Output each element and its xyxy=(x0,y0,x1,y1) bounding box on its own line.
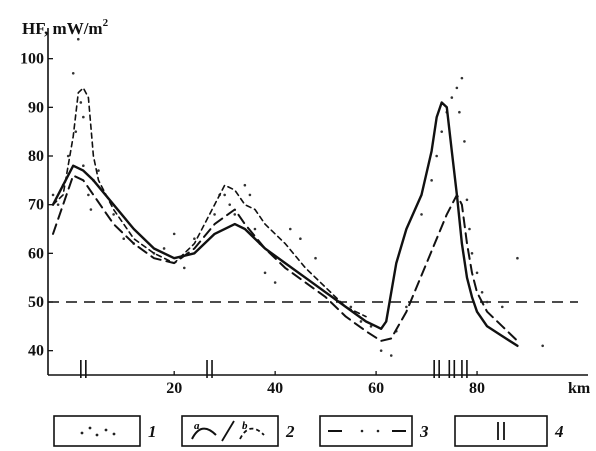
scatter-point xyxy=(97,169,100,172)
legend-box xyxy=(454,415,548,447)
legend: 1 a b 2 3 4 xyxy=(53,415,564,447)
legend-dot xyxy=(112,432,116,436)
legend-item-4: 4 xyxy=(454,415,564,447)
scatter-point xyxy=(475,271,479,275)
scatter-point xyxy=(349,305,353,309)
legend-dot xyxy=(104,428,108,432)
legend-dot xyxy=(80,431,84,435)
legend-dot xyxy=(360,429,364,433)
legend-item-3: 3 xyxy=(319,415,429,447)
legend-box xyxy=(181,415,279,447)
scatter-point xyxy=(299,237,302,241)
scatter-point xyxy=(485,300,489,304)
scatter-point xyxy=(233,213,237,216)
scatter-point xyxy=(51,193,55,197)
scatter-point xyxy=(82,164,85,168)
scatter-point xyxy=(248,193,252,197)
scatter-point xyxy=(463,140,466,143)
scatter-point xyxy=(500,305,504,309)
y-tick-label: 100 xyxy=(20,51,44,68)
series-line-1 xyxy=(51,101,519,347)
x-tick-label: 80 xyxy=(469,380,485,397)
scatter-point xyxy=(468,227,471,231)
scatter-point xyxy=(440,130,444,133)
scatter-point xyxy=(369,325,373,328)
scatter-point xyxy=(228,203,232,206)
scatter-point xyxy=(112,213,115,216)
scatter-point xyxy=(288,227,292,231)
legend-box xyxy=(53,415,141,447)
scatter-point xyxy=(480,290,484,294)
scatter-point xyxy=(359,320,363,323)
scatter-point xyxy=(420,213,423,216)
legend-dot xyxy=(95,433,99,437)
scatter-point xyxy=(213,213,216,216)
scatter-point xyxy=(405,305,408,309)
scatter-point xyxy=(455,86,459,90)
legend-dot xyxy=(376,429,380,433)
legend-dot xyxy=(88,426,92,430)
y-tick-label: 90 xyxy=(28,99,44,116)
scatter-point xyxy=(182,266,186,270)
y-tick-label: 70 xyxy=(28,197,44,214)
legend-item-2: a b 2 xyxy=(181,415,295,447)
scatter-point xyxy=(172,232,176,236)
scatter-point xyxy=(193,237,196,241)
scatter-point xyxy=(223,193,226,197)
scatter-point xyxy=(460,76,464,80)
y-tick-label: 60 xyxy=(28,245,44,262)
scatter-point xyxy=(253,227,257,231)
scatter-point xyxy=(74,130,78,133)
scatter-point xyxy=(82,115,85,119)
legend-number: 3 xyxy=(419,422,429,441)
legend-curve-b xyxy=(239,427,265,440)
series-line-2 xyxy=(52,174,519,342)
x-tick-label: 60 xyxy=(368,380,384,397)
scatter-point xyxy=(243,183,247,187)
scatter-point xyxy=(87,193,90,197)
scatter-point xyxy=(76,37,80,41)
legend-number: 1 xyxy=(148,422,157,441)
scatter-point xyxy=(162,247,166,250)
scatter-point xyxy=(389,354,393,357)
y-axis-label: HF, mW/m2 xyxy=(22,17,109,38)
legend-item-1: 1 xyxy=(53,415,157,447)
scatter-point xyxy=(458,110,461,114)
scatter-point xyxy=(122,237,126,241)
y-tick-label: 80 xyxy=(28,148,44,165)
scatter-point xyxy=(465,198,469,202)
legend-number: 2 xyxy=(285,422,295,441)
scatter-point xyxy=(450,96,454,99)
x-axis-label: km xyxy=(568,380,591,397)
legend-curve-a xyxy=(191,427,217,440)
scatter-point xyxy=(89,208,93,211)
legend-box xyxy=(319,415,413,447)
legend-letter-a: a xyxy=(194,420,200,432)
scatter-point xyxy=(516,256,519,260)
scatter-point xyxy=(379,349,383,352)
y-tick-label: 40 xyxy=(28,343,44,360)
scatter-point xyxy=(66,154,70,158)
scatter-point xyxy=(470,252,474,255)
legend-letter-b: b xyxy=(242,420,248,432)
plot-area: 40 50 60 70 80 90 100 20 40 60 80 km xyxy=(20,28,591,397)
scatter-point xyxy=(79,101,83,104)
scatter-point xyxy=(541,344,544,348)
x-tick-label: 40 xyxy=(267,380,283,397)
x-tick-label: 20 xyxy=(166,380,182,397)
series-line-3 xyxy=(52,87,367,318)
legend-number: 4 xyxy=(554,422,564,441)
legend-slash xyxy=(221,420,235,442)
scatter-point xyxy=(263,271,267,275)
scatter-point xyxy=(430,179,433,182)
y-tick-label: 50 xyxy=(28,294,44,311)
scatter-point xyxy=(56,203,60,206)
scatter-point xyxy=(71,71,75,75)
scatter-point xyxy=(314,256,317,260)
scatter-point xyxy=(273,281,277,284)
scatter-point xyxy=(435,154,438,158)
